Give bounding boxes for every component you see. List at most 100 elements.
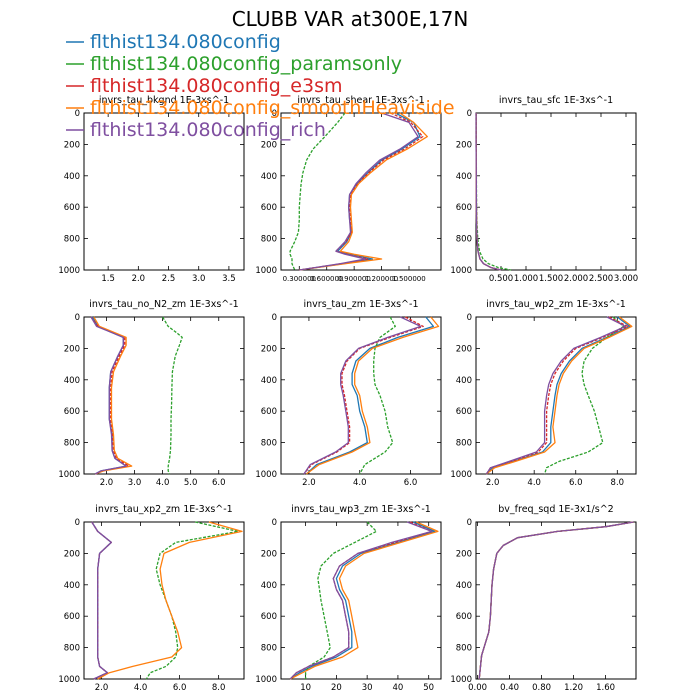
y-tick-label: 800: [64, 644, 80, 654]
series-line: [303, 316, 424, 475]
x-tick-label: 1.500: [539, 274, 563, 284]
x-tick-label: 3.5: [222, 274, 236, 284]
y-tick-label: 200: [456, 140, 472, 150]
series-line: [162, 316, 183, 475]
series-line: [475, 113, 502, 271]
panel-title: invrs_tau_xp2_zm 1E-3xs^-1: [95, 504, 232, 515]
legend-label: flthist134.080config: [90, 31, 281, 53]
y-tick-label: 800: [456, 644, 472, 654]
series-line: [475, 113, 502, 271]
panel-title: bv_freq_sqd 1E-3x1/s^2: [498, 504, 613, 515]
series-line: [359, 316, 396, 475]
series-line: [90, 316, 130, 475]
series-line: [97, 521, 243, 680]
y-tick-label: 400: [261, 376, 277, 386]
series-line: [289, 521, 433, 680]
y-tick-label: 1000: [255, 470, 277, 480]
x-tick-label: 4.0: [134, 683, 148, 693]
panel-grid: invrs_tau_bkgnd 1E-3xs^-1020040060080010…: [58, 95, 638, 693]
series-line: [289, 521, 433, 680]
series-line: [299, 112, 419, 271]
x-tick-label: 2.0: [95, 683, 109, 693]
y-tick-label: 200: [64, 140, 80, 150]
legend-label: flthist134.080config_smoothHeaviside: [90, 97, 455, 119]
panel-4: invrs_tau_no_N2_zm 1E-3xs^-1 0 200 400 600 80…: [58, 299, 245, 488]
y-tick-label: 400: [64, 581, 80, 591]
series-line: [299, 112, 424, 271]
plot-frame: [280, 316, 442, 475]
x-tick-label: 50: [423, 683, 434, 693]
y-tick-label: 800: [261, 439, 277, 449]
y-tick-label: 600: [456, 612, 472, 622]
series-line: [475, 112, 512, 271]
x-tick-label: 20: [331, 683, 342, 693]
x-tick-label: 5.0: [184, 478, 198, 488]
x-tick-label: 2.000: [564, 274, 588, 284]
x-tick-label: 2.0: [132, 274, 146, 284]
series-line: [485, 316, 631, 475]
series-line: [289, 112, 346, 271]
y-tick-label: 0: [75, 518, 80, 528]
panel-title: invrs_tau_wp2_zm 1E-3xs^-1: [486, 299, 626, 310]
series-line: [304, 521, 378, 679]
series-line: [475, 113, 502, 271]
panel-5: invrs_tau_zm 1E-3xs^-1 0 200 400 600 800 1000 2…: [255, 299, 442, 488]
x-tick-label: 2.0: [100, 478, 114, 488]
x-tick-label: 1.200000: [365, 275, 398, 283]
y-tick-label: 400: [456, 581, 472, 591]
x-tick-label: 0.40: [500, 683, 519, 693]
x-tick-label: 4.0: [353, 478, 367, 488]
y-tick-label: 0: [272, 518, 277, 528]
series-line: [303, 316, 422, 475]
y-tick-label: 1000: [450, 470, 472, 480]
panel-1: invrs_tau_bkgnd 1E-3xs^-1 0 200 400 600 800 10…: [58, 95, 245, 284]
x-tick-label: 4.0: [527, 478, 541, 488]
x-tick-label: 0.600000: [310, 275, 343, 283]
x-tick-label: 3.0: [128, 478, 142, 488]
y-tick-label: 200: [261, 549, 277, 559]
series-line: [485, 316, 627, 475]
x-tick-label: 3.0: [192, 274, 206, 284]
series-line: [289, 521, 436, 680]
series-line: [478, 521, 634, 680]
y-tick-label: 200: [261, 140, 277, 150]
y-tick-label: 0: [272, 109, 277, 119]
panel-title: invrs_tau_bkgnd 1E-3xs^-1: [99, 95, 229, 106]
x-tick-label: 0.80: [532, 683, 551, 693]
x-tick-label: 2.0: [486, 478, 500, 488]
series-line: [91, 521, 112, 680]
x-tick-label: 2.0: [302, 478, 316, 488]
series-line: [485, 316, 629, 475]
y-tick-label: 0: [467, 109, 472, 119]
y-tick-label: 0: [75, 109, 80, 119]
series-line: [305, 316, 435, 475]
y-tick-label: 600: [261, 407, 277, 417]
y-tick-label: 600: [456, 407, 472, 417]
panel-title: invrs_tau_no_N2_zm 1E-3xs^-1: [89, 299, 238, 310]
y-tick-label: 600: [261, 203, 277, 213]
y-tick-label: 600: [64, 203, 80, 213]
y-tick-label: 400: [261, 581, 277, 591]
y-tick-label: 0: [75, 313, 80, 323]
x-tick-label: 1.000: [514, 274, 538, 284]
x-tick-label: 1.500000: [392, 275, 425, 283]
x-tick-label: 0.500: [489, 274, 513, 284]
plot-frame: [280, 112, 442, 271]
y-tick-label: 200: [261, 344, 277, 354]
y-tick-label: 800: [64, 235, 80, 245]
series-line: [93, 316, 133, 475]
legend-label: flthist134.080config_rich: [90, 119, 326, 141]
plot-frame: [475, 112, 637, 271]
panel-title: invrs_tau_wp3_zm 1E-3xs^-1: [291, 504, 431, 515]
series-line: [543, 316, 625, 475]
panel-title: invrs_tau_shear 1E-3xs^-1: [297, 95, 424, 106]
series-line: [289, 521, 439, 680]
x-tick-label: 0.00: [468, 683, 487, 693]
panel-2: invrs_tau_shear 1E-3xs^-1 0 200 400 600 800 10…: [255, 95, 442, 283]
x-tick-label: 10: [300, 683, 311, 693]
x-tick-label: 1.60: [596, 683, 615, 693]
panel-title: invrs_tau_zm 1E-3xs^-1: [304, 299, 419, 310]
y-tick-label: 1000: [255, 266, 277, 276]
plot-frame: [280, 521, 442, 680]
legend-label: flthist134.080config_e3sm: [90, 75, 342, 97]
